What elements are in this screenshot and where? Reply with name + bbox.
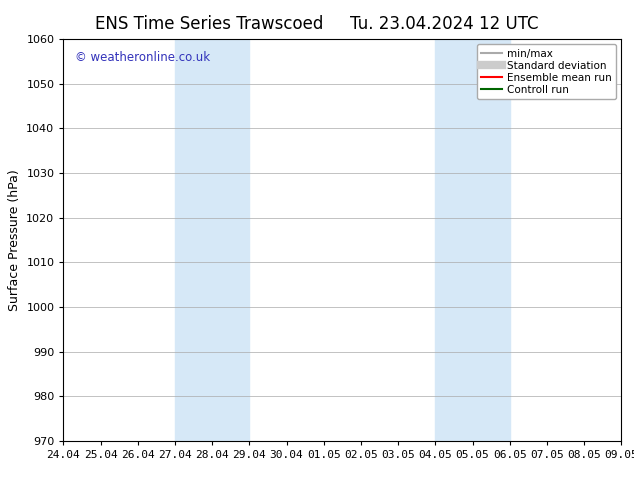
Y-axis label: Surface Pressure (hPa): Surface Pressure (hPa) (8, 169, 21, 311)
Text: © weatheronline.co.uk: © weatheronline.co.uk (75, 51, 210, 64)
Text: ENS Time Series Trawscoed: ENS Time Series Trawscoed (95, 15, 323, 33)
Text: Tu. 23.04.2024 12 UTC: Tu. 23.04.2024 12 UTC (349, 15, 538, 33)
Bar (175, 39, 249, 441)
Legend: min/max, Standard deviation, Ensemble mean run, Controll run: min/max, Standard deviation, Ensemble me… (477, 45, 616, 99)
Bar (436, 39, 510, 441)
